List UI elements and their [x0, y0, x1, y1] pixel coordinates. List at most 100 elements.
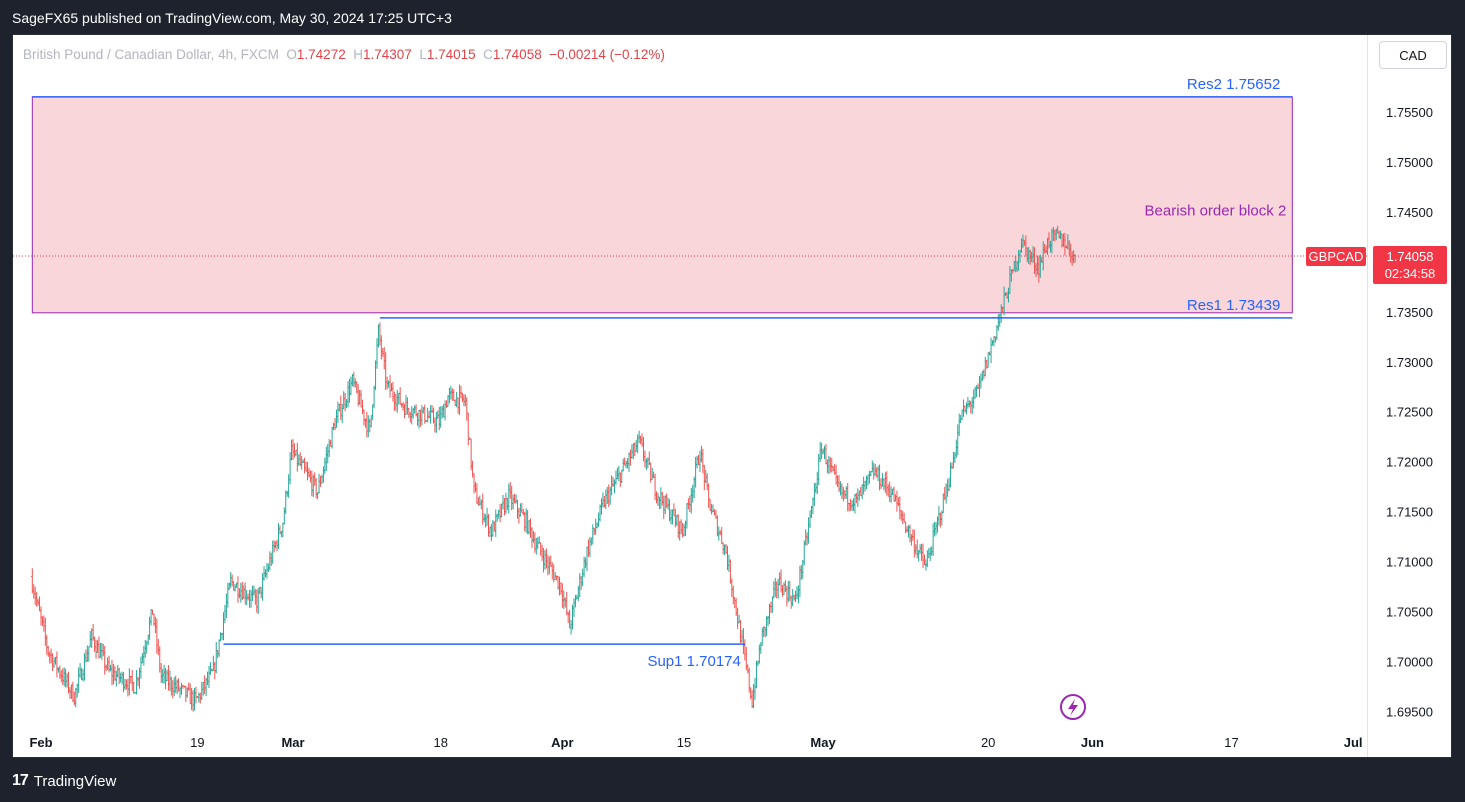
- candle: [708, 498, 712, 511]
- candle: [566, 611, 570, 623]
- candle: [417, 409, 421, 429]
- candle: [921, 543, 925, 569]
- candle: [461, 392, 464, 403]
- candle: [48, 651, 51, 664]
- candle: [984, 356, 987, 377]
- candle: [872, 462, 875, 480]
- candle: [287, 474, 290, 498]
- candle: [57, 667, 60, 673]
- currency-button[interactable]: CAD: [1379, 41, 1447, 69]
- candle: [333, 418, 337, 431]
- candle: [452, 389, 455, 401]
- candle: [193, 688, 196, 711]
- candle: [158, 646, 161, 673]
- candle: [68, 686, 72, 699]
- candle: [312, 474, 315, 498]
- candle: [824, 443, 828, 465]
- tradingview-logo-icon: 17: [12, 772, 29, 789]
- candle: [624, 460, 628, 469]
- level-label: Sup1 1.70174: [647, 653, 740, 670]
- candle: [907, 525, 910, 538]
- candle: [125, 679, 128, 690]
- candles-group: [31, 225, 1077, 712]
- candle: [701, 448, 705, 474]
- candle: [462, 394, 466, 407]
- candle: [343, 392, 347, 412]
- candle: [678, 521, 681, 541]
- candle: [314, 477, 318, 499]
- candle: [730, 578, 734, 598]
- candle: [729, 559, 732, 584]
- candle: [533, 532, 537, 553]
- y-tick-label: 1.70000: [1386, 654, 1433, 669]
- candle: [853, 493, 857, 514]
- candle: [436, 410, 440, 419]
- price-tag-bg: [1373, 246, 1447, 285]
- candle: [131, 670, 134, 692]
- candle: [480, 499, 483, 510]
- candle: [752, 683, 755, 709]
- y-tick-label: 1.75500: [1386, 105, 1433, 120]
- candle: [733, 597, 736, 609]
- candle: [110, 659, 114, 686]
- candle: [666, 497, 670, 510]
- candle: [847, 502, 851, 512]
- candle: [895, 490, 899, 512]
- candle: [454, 399, 457, 406]
- candle: [784, 580, 787, 593]
- candle: [688, 495, 692, 512]
- candle: [394, 393, 398, 411]
- candle: [207, 665, 211, 688]
- candle: [572, 598, 576, 617]
- candle: [973, 386, 977, 399]
- candle: [34, 586, 37, 605]
- candle: [946, 479, 949, 497]
- candle: [901, 510, 904, 525]
- candle: [197, 692, 201, 703]
- current-price-tag: GBPCAD 1.74058 02:34:58: [1306, 246, 1447, 285]
- candle: [419, 409, 422, 427]
- candle: [868, 470, 871, 484]
- x-tick-label: 20: [981, 735, 995, 750]
- candle: [636, 434, 639, 454]
- candle: [727, 554, 731, 572]
- candle: [677, 514, 680, 539]
- candle: [132, 681, 135, 694]
- candle: [148, 616, 151, 640]
- candle: [966, 396, 970, 409]
- candle: [509, 481, 512, 499]
- candle: [306, 461, 309, 481]
- candle: [818, 441, 822, 462]
- candle: [442, 404, 445, 418]
- price-chart[interactable]: Res2 1.75652 Res1 1.73439 Sup1 1.70174 Bear…: [13, 35, 1452, 758]
- chart-panel[interactable]: Res2 1.75652 Res1 1.73439 Sup1 1.70174 Bear…: [12, 34, 1452, 758]
- candle: [129, 675, 132, 684]
- candle: [564, 597, 567, 608]
- candle: [491, 520, 495, 537]
- tradingview-logo[interactable]: 17 TradingView: [12, 772, 116, 790]
- candle: [283, 507, 286, 525]
- candle: [643, 450, 647, 468]
- candle: [787, 580, 790, 603]
- candle: [61, 668, 64, 685]
- candle: [758, 644, 761, 664]
- candle: [165, 669, 169, 682]
- candle: [595, 522, 599, 529]
- candle: [827, 455, 831, 475]
- candle: [885, 471, 888, 496]
- candle: [958, 413, 961, 437]
- candle: [979, 373, 983, 389]
- candle: [956, 424, 959, 456]
- candle: [317, 473, 321, 494]
- candle: [94, 639, 98, 659]
- candle: [929, 547, 932, 562]
- candle: [524, 508, 528, 533]
- candle: [623, 457, 626, 466]
- candle: [261, 573, 264, 601]
- candle: [52, 657, 56, 668]
- candle: [160, 662, 163, 684]
- candle: [807, 517, 810, 544]
- candle: [662, 495, 665, 519]
- candle: [316, 492, 319, 500]
- candle: [149, 609, 153, 626]
